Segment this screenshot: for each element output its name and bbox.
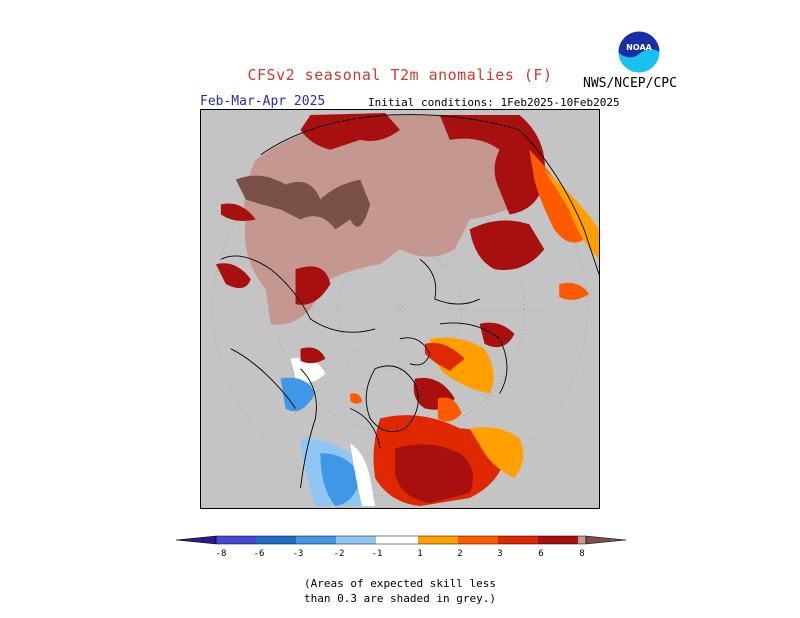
colorbar-tick: 1 <box>417 549 422 559</box>
colorbar-bin-lt-8 <box>176 536 216 544</box>
eurasia-anomalies <box>215 112 599 348</box>
colorbar-bin-1-2 <box>418 536 458 544</box>
skill-note-line2: than 0.3 are shaded in grey.) <box>303 592 497 605</box>
noaa-logo: NOAA <box>617 30 661 74</box>
anomaly-map <box>200 109 600 509</box>
colorbar-tick: -3 <box>293 549 304 559</box>
forecast-period: Feb-Mar-Apr 2025 <box>200 94 326 109</box>
colorbar-bin--2--1 <box>336 536 376 544</box>
colorbar-bin-2-3 <box>458 536 498 544</box>
colorbar-tick: 6 <box>538 549 543 559</box>
colorbar-bin--6--3 <box>256 536 296 544</box>
colorbar-tick: -6 <box>254 549 265 559</box>
colorbar-tick: 2 <box>457 549 462 559</box>
colorbar-tick: -8 <box>216 549 227 559</box>
colorbar-tick: -2 <box>334 549 345 559</box>
colorbar-bin--1-1 <box>376 536 418 544</box>
map-canvas <box>201 110 599 508</box>
skill-note-line1: (Areas of expected skill less <box>303 577 497 590</box>
north-america-anomalies <box>280 337 524 507</box>
colorbar-bin-8-plus <box>578 536 586 544</box>
noaa-logo-text: NOAA <box>626 43 652 52</box>
source-label: NWS/NCEP/CPC <box>583 76 677 91</box>
colorbar-bin-gt-8 <box>586 536 626 544</box>
initial-conditions: Initial conditions: 1Feb2025-10Feb2025 <box>368 96 620 109</box>
colorbar-tick: 3 <box>497 549 502 559</box>
colorbar-bin-3-6 <box>498 536 538 544</box>
colorbar-bin--8--6 <box>216 536 256 544</box>
colorbar: -8 -6 -3 -2 -1 1 2 3 6 8 <box>176 535 626 559</box>
coastlines <box>220 114 599 489</box>
map-title: CFSv2 seasonal T2m anomalies (F) <box>247 66 553 84</box>
colorbar-bin-6-8 <box>538 536 578 544</box>
colorbar-tick: 8 <box>579 549 584 559</box>
skill-note: (Areas of expected skill less than 0.3 a… <box>0 576 800 606</box>
colorbar-bin--3--2 <box>296 536 336 544</box>
colorbar-tick: -1 <box>372 549 383 559</box>
